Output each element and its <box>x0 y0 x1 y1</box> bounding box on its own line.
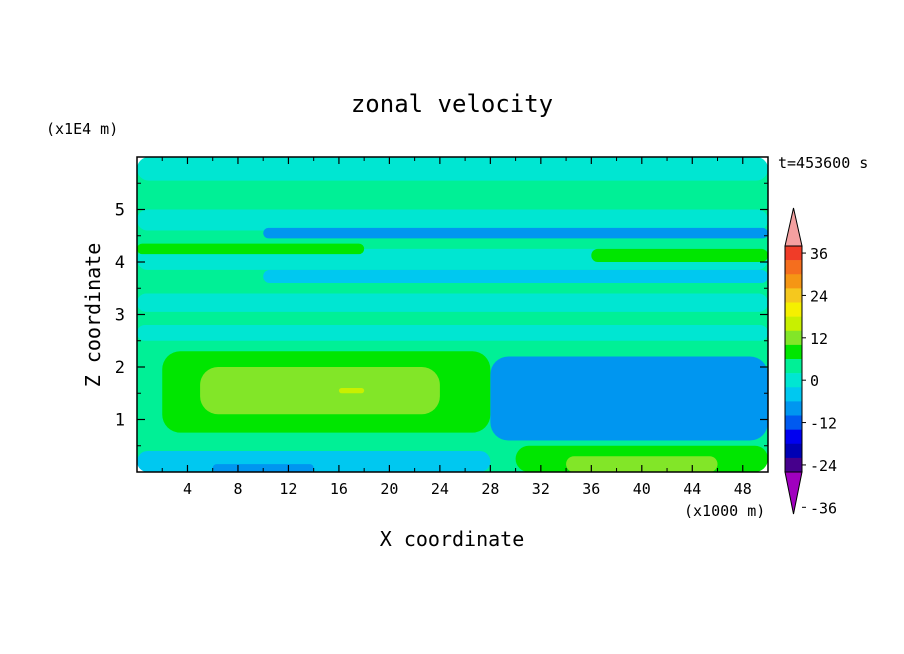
chart-title: zonal velocity <box>351 90 553 118</box>
colorbar-band <box>785 260 802 275</box>
contour-region <box>566 372 693 425</box>
y-tick-label: 1 <box>115 411 125 431</box>
contour-region <box>137 243 365 255</box>
x-tick-label: 16 <box>330 480 348 498</box>
colorbar-band <box>785 457 802 473</box>
x-tick-label: 24 <box>431 480 449 498</box>
colorbar-tick-label: -24 <box>810 457 837 475</box>
contour-region <box>137 325 768 341</box>
x-unit-label: (x1000 m) <box>684 502 765 520</box>
x-tick-label: 32 <box>532 480 550 498</box>
y-axis-label: Z coordinate <box>81 243 105 388</box>
x-tick-label: 8 <box>233 480 242 498</box>
x-tick-label: 36 <box>582 480 600 498</box>
x-tick-label: 20 <box>380 480 398 498</box>
colorbar-tick-label: 0 <box>810 372 819 390</box>
colorbar-band <box>785 373 802 388</box>
x-axis-ticks: 4 8 12 16 20 24 28 32 36 40 44 48 <box>161 157 752 498</box>
y-tick-label: 4 <box>115 253 125 273</box>
contour-region <box>591 248 768 262</box>
contour-region <box>566 456 718 472</box>
colorbar-band <box>785 415 802 430</box>
colorbar-over-triangle <box>784 207 803 247</box>
y-tick-label: 5 <box>115 201 125 221</box>
x-tick-label: 40 <box>633 480 651 498</box>
time-label: t=453600 s <box>778 154 868 172</box>
x-tick-label: 4 <box>183 480 192 498</box>
x-tick-label: 48 <box>734 480 752 498</box>
contour-region <box>338 388 365 394</box>
contour-region <box>263 269 768 283</box>
colorbar-band <box>785 359 802 374</box>
colorbar-band <box>785 274 802 289</box>
x-tick-label: 28 <box>481 480 499 498</box>
colorbar-band <box>785 429 802 445</box>
colorbar-band <box>785 316 802 332</box>
colorbar-band <box>785 344 802 360</box>
colorbar-band <box>785 302 802 317</box>
contour-region <box>200 367 440 415</box>
colorbar-band <box>785 288 802 303</box>
x-tick-label: 44 <box>683 480 701 498</box>
colorbar-band <box>785 443 802 459</box>
colorbar: 36 24 12 0 -12 -24 -36 <box>784 207 837 517</box>
contour-region <box>137 293 768 312</box>
colorbar-band <box>785 246 802 261</box>
contour-region <box>263 227 768 239</box>
contour-region <box>137 157 768 181</box>
colorbar-tick-label: 12 <box>810 330 828 348</box>
y-unit-label: (x1E4 m) <box>46 120 118 138</box>
colorbar-band <box>785 387 802 402</box>
colorbar-tick-label: 36 <box>810 245 828 263</box>
colorbar-under-triangle <box>784 471 803 515</box>
x-tick-label: 12 <box>279 480 297 498</box>
colorbar-band <box>785 401 802 416</box>
colorbar-tick-label: -36 <box>810 499 837 517</box>
y-tick-label: 3 <box>115 306 125 326</box>
y-tick-label: 2 <box>115 358 125 378</box>
y-axis-ticks: 1 2 3 4 5 <box>115 182 768 447</box>
colorbar-band <box>785 330 802 346</box>
colorbar-tick-label: 24 <box>810 287 828 305</box>
colorbar-tick-label: -12 <box>810 415 837 433</box>
x-axis-label: X coordinate <box>380 527 525 551</box>
contour-region <box>137 209 768 231</box>
plot-area <box>137 157 768 472</box>
